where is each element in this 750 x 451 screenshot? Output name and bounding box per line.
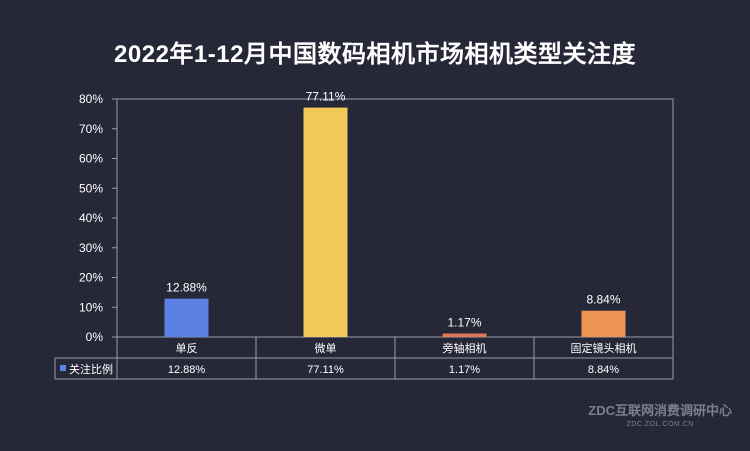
bar-value-label: 1.17% [447, 316, 481, 330]
bar-value-label: 8.84% [586, 293, 620, 307]
bar [581, 310, 626, 337]
y-tick-label: 10% [79, 300, 103, 314]
y-tick-label: 40% [79, 211, 103, 225]
category-label: 单反 [176, 342, 198, 355]
table-value: 12.88% [168, 364, 206, 376]
legend-label: 关注比例 [69, 362, 113, 376]
y-tick-label: 60% [79, 152, 103, 166]
bar [164, 298, 209, 337]
legend-swatch [60, 365, 66, 371]
category-label: 旁轴相机 [443, 341, 487, 355]
watermark: ZDC互联网消费调研中心 ZDC.ZOL.COM.CN [588, 404, 732, 432]
watermark-url: ZDC.ZOL.COM.CN [626, 421, 694, 428]
bar [303, 107, 348, 337]
y-tick-label: 50% [79, 181, 103, 195]
y-tick-label: 30% [79, 241, 103, 255]
watermark-text: ZDC互联网消费调研中心 [588, 403, 732, 418]
y-tick-label: 20% [79, 271, 103, 285]
y-tick-label: 70% [79, 122, 103, 136]
table-value: 77.11% [307, 364, 344, 376]
chart-title: 2022年1-12月中国数码相机市场相机类型关注度 [114, 41, 636, 68]
y-tick-label: 0% [86, 330, 104, 344]
table-value: 8.84% [588, 364, 619, 376]
bar [442, 333, 487, 337]
bar-value-label: 77.11% [306, 90, 346, 104]
bar-value-label: 12.88% [166, 281, 207, 295]
category-label: 固定镜头相机 [571, 341, 637, 355]
table-value: 1.17% [449, 364, 480, 376]
y-tick-label: 80% [79, 92, 103, 106]
category-label: 微单 [315, 341, 337, 355]
